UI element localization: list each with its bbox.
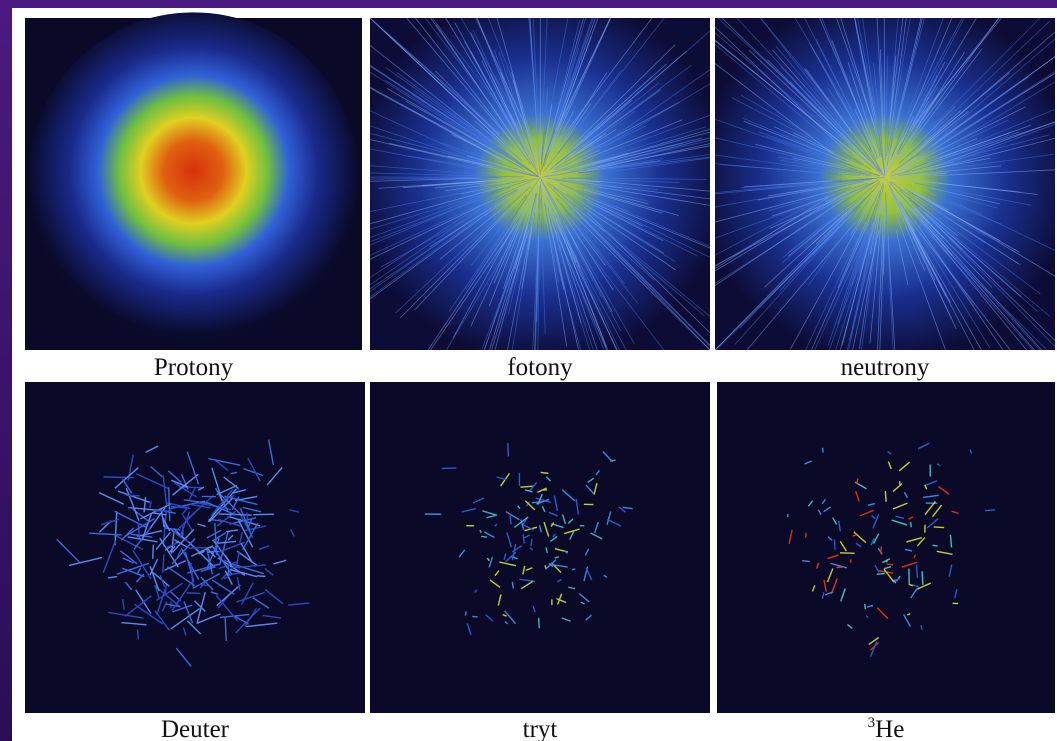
track [884, 18, 885, 126]
panel-image [717, 382, 1055, 713]
track [465, 611, 466, 615]
panel: 3He [717, 382, 1055, 741]
track [911, 522, 912, 527]
track [253, 514, 274, 515]
intensity-blob [29, 12, 359, 342]
track [539, 618, 540, 628]
track [985, 510, 995, 511]
track [834, 539, 835, 549]
track [865, 604, 866, 609]
track [887, 564, 893, 565]
track [885, 491, 886, 502]
panels: Protony fotony neutrony Deuter tryt 3He [25, 12, 1055, 741]
track [802, 561, 810, 562]
track [510, 516, 511, 525]
track [138, 629, 139, 639]
panel-image [370, 382, 710, 713]
panel: fotony [370, 18, 710, 381]
track [532, 502, 543, 503]
label-text: He [875, 716, 904, 741]
panel-label: Deuter [161, 716, 230, 741]
panel-label: neutrony [841, 354, 930, 381]
figure: Protony fotony neutrony Deuter tryt 3He [0, 0, 1057, 741]
track [917, 565, 918, 578]
track [257, 576, 266, 577]
panel: Protony [25, 12, 362, 381]
panel: Deuter [25, 382, 365, 741]
track [247, 512, 248, 523]
track [934, 527, 944, 528]
track [877, 573, 885, 574]
track [153, 545, 154, 559]
track [572, 569, 575, 570]
track [836, 567, 844, 568]
track [481, 536, 487, 537]
track [126, 495, 140, 496]
track [922, 571, 923, 585]
track [840, 553, 855, 554]
panel: tryt [370, 382, 710, 741]
track [104, 477, 134, 478]
panel-label: Protony [154, 354, 234, 381]
track [199, 585, 208, 586]
track [187, 593, 201, 594]
track [531, 539, 532, 546]
track [881, 546, 882, 553]
track [188, 547, 220, 548]
track [512, 582, 513, 588]
panel: neutrony [715, 18, 1055, 381]
panel-label: fotony [507, 354, 573, 381]
track [541, 472, 549, 473]
label-superscript: 3 [868, 715, 876, 731]
panel-label: tryt [523, 716, 558, 741]
track [138, 523, 139, 538]
track [228, 566, 229, 575]
track [933, 545, 938, 546]
